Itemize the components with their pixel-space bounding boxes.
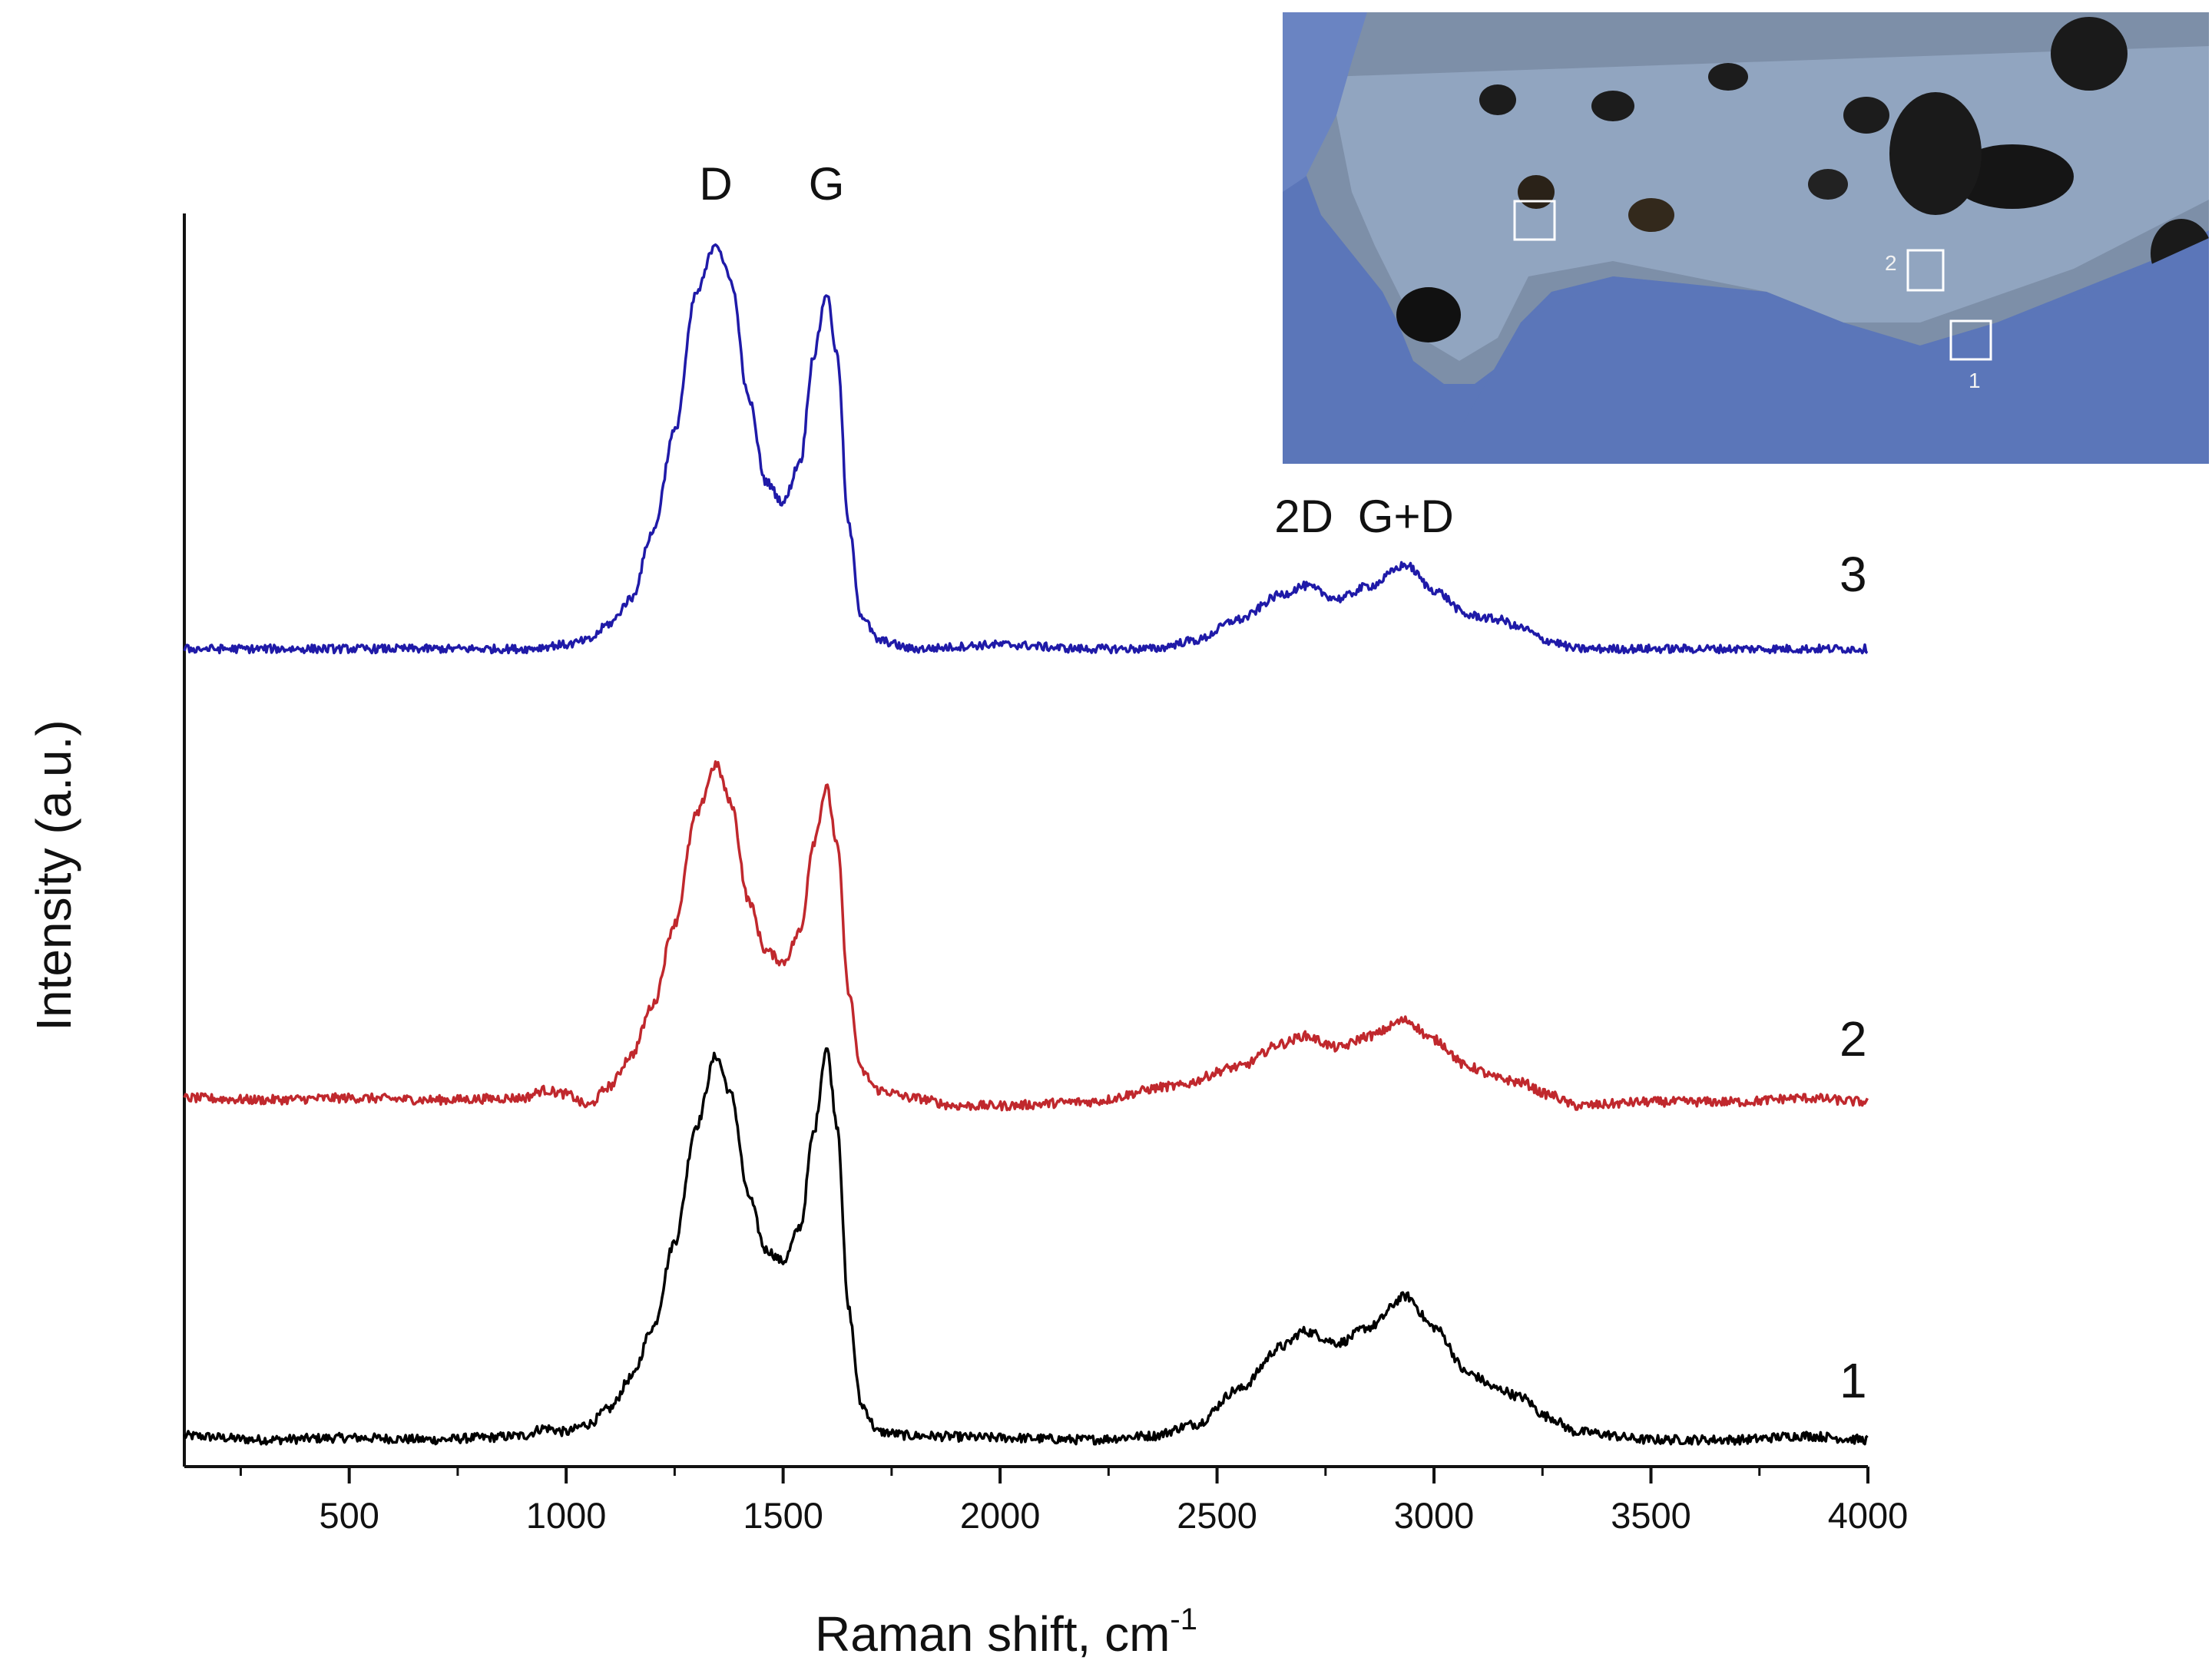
peak-label: G (809, 158, 845, 210)
inset-inclusion (1628, 198, 1674, 232)
series-label-1: 1 (1839, 1353, 1867, 1408)
inset-inclusion (1843, 97, 1889, 134)
series-line-3 (183, 243, 1869, 655)
series-layer (183, 243, 1869, 1446)
x-tick-label: 1000 (526, 1495, 607, 1536)
inset-left-region (1283, 12, 1367, 192)
inset-inclusion (1479, 84, 1516, 115)
inset-inclusion (1591, 91, 1634, 121)
inset-bright-speckle-band (1329, 46, 2209, 361)
inset-inclusion (1889, 92, 1982, 215)
inset-inclusion (1518, 175, 1555, 209)
inset-marker-label-2: 2 (1885, 251, 1897, 275)
series-line-2 (183, 760, 1869, 1112)
inset-marker-label-1: 1 (1969, 369, 1981, 392)
series-line-1 (183, 1047, 1869, 1446)
inset-marker-box (1513, 200, 1556, 241)
x-tick-label: 2500 (1177, 1495, 1257, 1536)
x-axis-ticks (239, 1467, 1869, 1484)
series-labels: 1 2 3 (1839, 547, 1867, 1408)
inset-inclusion (1708, 63, 1748, 91)
x-axis-title: Raman shift, cm-1 (815, 1603, 1197, 1662)
peak-label: G+D (1358, 491, 1454, 542)
series-label-3: 3 (1839, 547, 1867, 602)
inset-inclusion (2051, 17, 2128, 91)
y-axis-title: Intensity (a.u.) (26, 719, 81, 1031)
series-label-2: 2 (1839, 1011, 1867, 1067)
peak-label: D (699, 158, 732, 210)
x-tick-label: 1500 (743, 1495, 823, 1536)
inset-micrograph: 2 1 (1283, 12, 2209, 464)
inset-inclusion (1951, 144, 2074, 209)
inset-marker-box-2 (1906, 249, 1945, 292)
x-axis-title-superscript: -1 (1170, 1603, 1197, 1636)
x-tick-label: 4000 (1828, 1495, 1909, 1536)
inset-inclusion (1396, 287, 1461, 342)
peak-annotations: D G 2D G+D (699, 158, 1453, 542)
peak-label: 2D (1274, 491, 1333, 542)
x-tick-label: 2000 (960, 1495, 1041, 1536)
x-tick-label: 3000 (1394, 1495, 1475, 1536)
inset-inclusion (1808, 169, 1848, 200)
inset-lower-region (1283, 238, 2209, 464)
x-axis-tick-labels: 500 1000 1500 2000 2500 3000 3500 4000 (319, 1495, 1908, 1536)
inset-marker-box-1 (1949, 319, 1992, 361)
x-tick-label: 3500 (1611, 1495, 1691, 1536)
x-tick-label: 500 (319, 1495, 379, 1536)
